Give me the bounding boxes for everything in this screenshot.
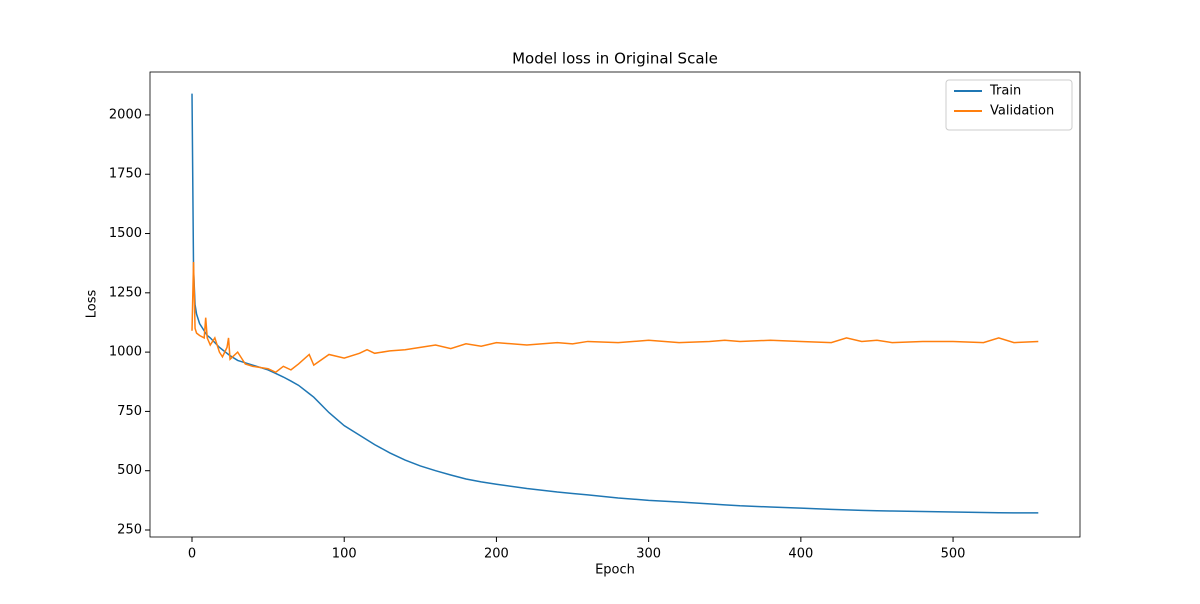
plot-frame	[149, 71, 1081, 538]
y-tick-label: 750	[117, 404, 142, 419]
x-tick-label: 200	[484, 547, 509, 562]
x-axis-label: Epoch	[595, 563, 635, 578]
line-series	[191, 93, 1039, 514]
legend-label: Validation	[990, 104, 1054, 119]
x-tick-label: 100	[332, 547, 357, 562]
y-tick-label: 1000	[109, 345, 142, 360]
chart-title: Model loss in Original Scale	[512, 50, 718, 68]
y-tick-label: 1750	[109, 167, 142, 182]
y-tick-label: 1500	[109, 226, 142, 241]
y-tick-label: 1250	[109, 285, 142, 300]
line-series	[191, 261, 1039, 374]
x-tick-label: 500	[941, 547, 966, 562]
y-axis-label: Loss	[85, 290, 100, 319]
y-tick-label: 250	[117, 523, 142, 538]
y-tick-label: 2000	[109, 107, 142, 122]
y-tick-label: 500	[117, 463, 142, 478]
legend-box	[945, 79, 1073, 131]
x-tick-label: 0	[188, 547, 196, 562]
x-tick-label: 300	[636, 547, 661, 562]
x-tick-label: 400	[788, 547, 813, 562]
legend-label: Train	[989, 84, 1021, 99]
